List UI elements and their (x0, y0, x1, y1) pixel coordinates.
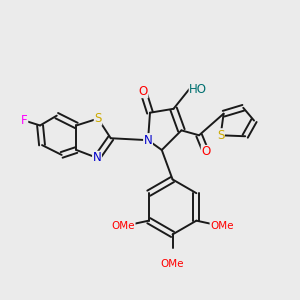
Text: S: S (217, 129, 224, 142)
Text: OMe: OMe (210, 220, 234, 231)
Text: F: F (21, 114, 28, 127)
Text: S: S (94, 112, 102, 125)
Text: O: O (201, 146, 211, 158)
Text: O: O (139, 85, 148, 98)
Text: N: N (144, 134, 152, 147)
Text: OMe: OMe (112, 220, 135, 231)
Text: OMe: OMe (161, 259, 184, 269)
Text: N: N (93, 152, 101, 164)
Text: HO: HO (189, 82, 207, 96)
